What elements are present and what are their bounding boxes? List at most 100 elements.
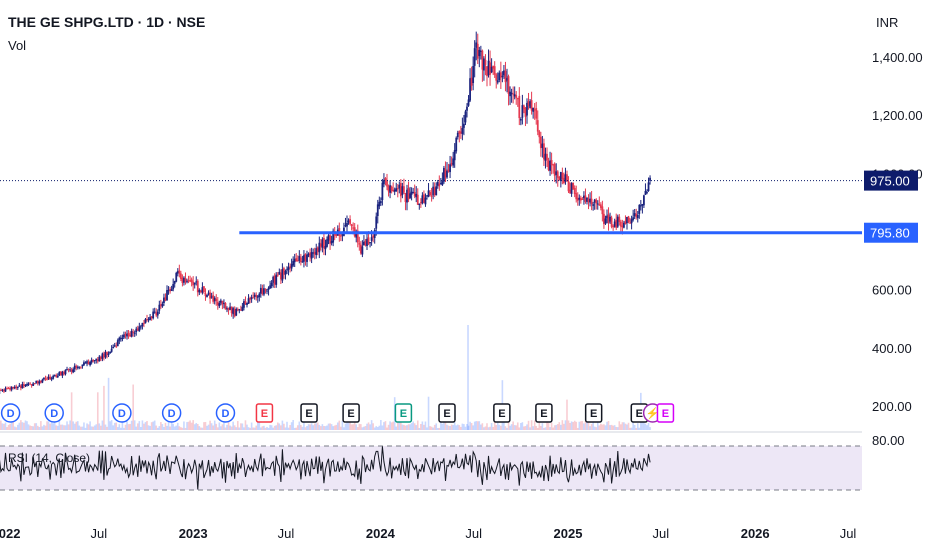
volume-bar (104, 424, 107, 430)
candle-body (36, 380, 39, 384)
candle-body (495, 74, 498, 81)
candle-body (1, 389, 4, 391)
volume-bar (13, 426, 16, 430)
volume-bar (635, 427, 638, 430)
candle-body (32, 383, 35, 386)
volume-bar (387, 424, 390, 430)
event-earnings-positive-icon (394, 403, 413, 423)
volume-bar (136, 423, 139, 430)
candle-body (418, 203, 421, 206)
rsi-label[interactable]: RSI (14, Close) (8, 451, 91, 465)
volume-bar (270, 425, 273, 430)
candle-body (615, 219, 618, 228)
volume-bar (527, 420, 530, 430)
volume-bar (593, 426, 596, 430)
candle-body (198, 289, 201, 293)
volume-bar (560, 424, 562, 430)
volume-bar (460, 426, 462, 430)
candle-body (363, 241, 365, 246)
volume-bar (636, 423, 639, 430)
volume-bar (298, 421, 301, 430)
candle-body (178, 270, 181, 274)
volume-bar (518, 427, 521, 430)
candle-body (375, 216, 378, 229)
candle-body (292, 260, 295, 266)
volume-bar (240, 423, 242, 430)
volume-bar (338, 420, 341, 430)
volume-bar (355, 424, 358, 430)
volume-bar (118, 424, 121, 430)
volume-bar (213, 420, 216, 430)
candle-body (246, 302, 248, 305)
volume-bar (69, 420, 71, 430)
candle-body (146, 319, 148, 321)
currency-label[interactable]: INR (876, 15, 899, 30)
candle-body (389, 185, 391, 193)
candle-body (453, 150, 456, 161)
candle-body (627, 216, 630, 222)
volume-bar (590, 424, 593, 430)
candle-body (132, 331, 135, 333)
x-tick-label: 2024 (366, 526, 396, 541)
volume-bar (235, 427, 238, 430)
volume-bar (547, 422, 550, 430)
candle-body (553, 163, 556, 176)
volume-bar (207, 424, 210, 430)
volume-bar (326, 425, 328, 430)
volume-bar (464, 426, 467, 430)
symbol-title[interactable]: THE GE SHPG.LTD · 1D · NSE (8, 14, 206, 30)
volume-bar (415, 425, 418, 430)
candle-body (319, 243, 322, 247)
price-tags: 975.00 795.80 (864, 170, 918, 243)
candle-body (510, 92, 513, 95)
candle-body (472, 65, 475, 83)
candle-body (172, 284, 175, 290)
volume-bar (221, 424, 224, 430)
volume-bar (550, 422, 553, 430)
candle-body (483, 58, 485, 71)
candle-body (547, 160, 550, 170)
candle-body (415, 193, 418, 198)
candle-body (179, 273, 182, 279)
volume-bar (244, 420, 247, 430)
candle-body (187, 280, 190, 282)
volume-label[interactable]: Vol (8, 38, 27, 53)
volume-bar (456, 424, 459, 430)
volume-bar (321, 424, 324, 430)
candle-body (264, 288, 267, 291)
candle-body (609, 216, 611, 222)
volume-bar (512, 421, 514, 430)
volume-bar (320, 426, 322, 430)
candle-body (284, 270, 287, 275)
candle-body (339, 235, 342, 237)
event-dividend-icon (112, 403, 132, 423)
volume-bar (506, 427, 508, 430)
candle-body (243, 301, 245, 308)
volume-bar (167, 421, 170, 430)
candle-body (367, 237, 370, 244)
volume-bar (120, 427, 122, 430)
candle-body (595, 199, 598, 204)
event-label: E (305, 408, 312, 420)
candle-body (244, 300, 247, 305)
candle-body (78, 366, 81, 368)
event-markers[interactable]: D D D D D E E E E E E E E E ⚡ E (0, 403, 675, 423)
candle-body (346, 222, 348, 227)
candle-body (435, 186, 438, 196)
event-dividend-icon (44, 403, 64, 423)
candle-body (167, 290, 170, 292)
volume-bar (20, 420, 22, 430)
candle-body (247, 298, 250, 304)
volume-bar (493, 422, 496, 430)
volume-bar (409, 424, 411, 430)
volume-bar (18, 422, 21, 430)
volume-bar (81, 426, 84, 430)
volume-bar (530, 420, 533, 430)
candle-body (59, 371, 62, 376)
volume-bar (301, 426, 304, 430)
volume-bar (47, 421, 50, 430)
volume-bar (210, 423, 213, 430)
candle-body (539, 136, 542, 149)
candle-body (370, 237, 373, 241)
